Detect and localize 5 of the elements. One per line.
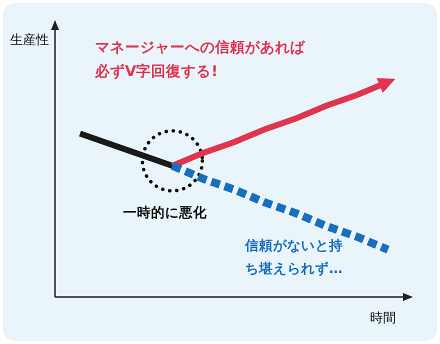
annotation: 信頼がないと持ち堪えられず… xyxy=(244,238,343,277)
text: マネージャーへの信頼があれば必ずV字回復する! xyxy=(94,39,306,80)
x-axis-title: 時間 xyxy=(370,311,396,326)
y-axis-title: 生産性 xyxy=(10,32,49,48)
annotation: 一時的に悪化 xyxy=(123,205,208,221)
